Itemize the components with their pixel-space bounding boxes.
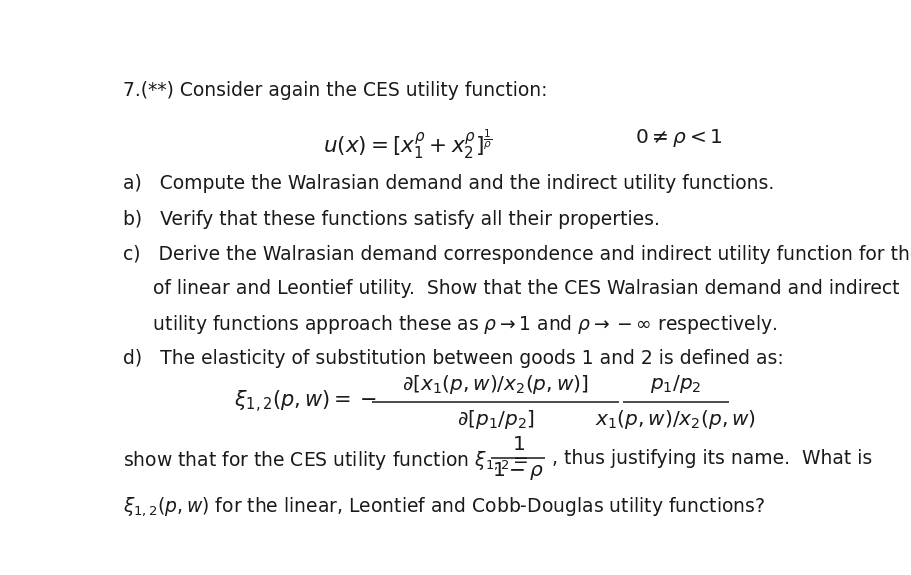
Text: a)   Compute the Walrasian demand and the indirect utility functions.: a) Compute the Walrasian demand and the …	[123, 174, 773, 193]
Text: , thus justifying its name.  What is: , thus justifying its name. What is	[551, 449, 872, 468]
Text: $1-\rho$: $1-\rho$	[492, 460, 544, 482]
Text: $u(x) = [x_1^{\rho} + x_2^{\rho}]^{\frac{1}{\rho}}$: $u(x) = [x_1^{\rho} + x_2^{\rho}]^{\frac…	[322, 128, 491, 161]
Text: $\xi_{1,2}(p,w) = -$: $\xi_{1,2}(p,w) = -$	[234, 389, 376, 415]
Text: $p_1/p_2$: $p_1/p_2$	[650, 373, 701, 395]
Text: show that for the CES utility function $\xi_{1,2} = $: show that for the CES utility function $…	[123, 449, 528, 471]
Text: utility functions approach these as $\rho \rightarrow 1$ and $\rho \rightarrow -: utility functions approach these as $\rh…	[123, 313, 777, 336]
Text: 7.(**) Consider again the CES utility function:: 7.(**) Consider again the CES utility fu…	[123, 82, 548, 101]
Text: c)   Derive the Walrasian demand correspondence and indirect utility function fo: c) Derive the Walrasian demand correspon…	[123, 245, 911, 264]
Text: $\partial[p_1/p_2]$: $\partial[p_1/p_2]$	[456, 408, 534, 431]
Text: $0 \neq \rho < 1$: $0 \neq \rho < 1$	[635, 128, 722, 150]
Text: $1$: $1$	[511, 435, 524, 454]
Text: $x_1(p,w)/x_2(p,w)$: $x_1(p,w)/x_2(p,w)$	[595, 408, 755, 431]
Text: b)   Verify that these functions satisfy all their properties.: b) Verify that these functions satisfy a…	[123, 210, 660, 229]
Text: d)   The elasticity of substitution between goods 1 and 2 is defined as:: d) The elasticity of substitution betwee…	[123, 349, 783, 368]
Text: of linear and Leontief utility.  Show that the CES Walrasian demand and indirect: of linear and Leontief utility. Show tha…	[123, 279, 899, 298]
Text: $\partial[x_1(p,w)/x_2(p,w)]$: $\partial[x_1(p,w)/x_2(p,w)]$	[402, 373, 589, 396]
Text: $\xi_{1,2}(p,w)$ for the linear, Leontief and Cobb-Douglas utility functions?: $\xi_{1,2}(p,w)$ for the linear, Leontie…	[123, 495, 764, 518]
